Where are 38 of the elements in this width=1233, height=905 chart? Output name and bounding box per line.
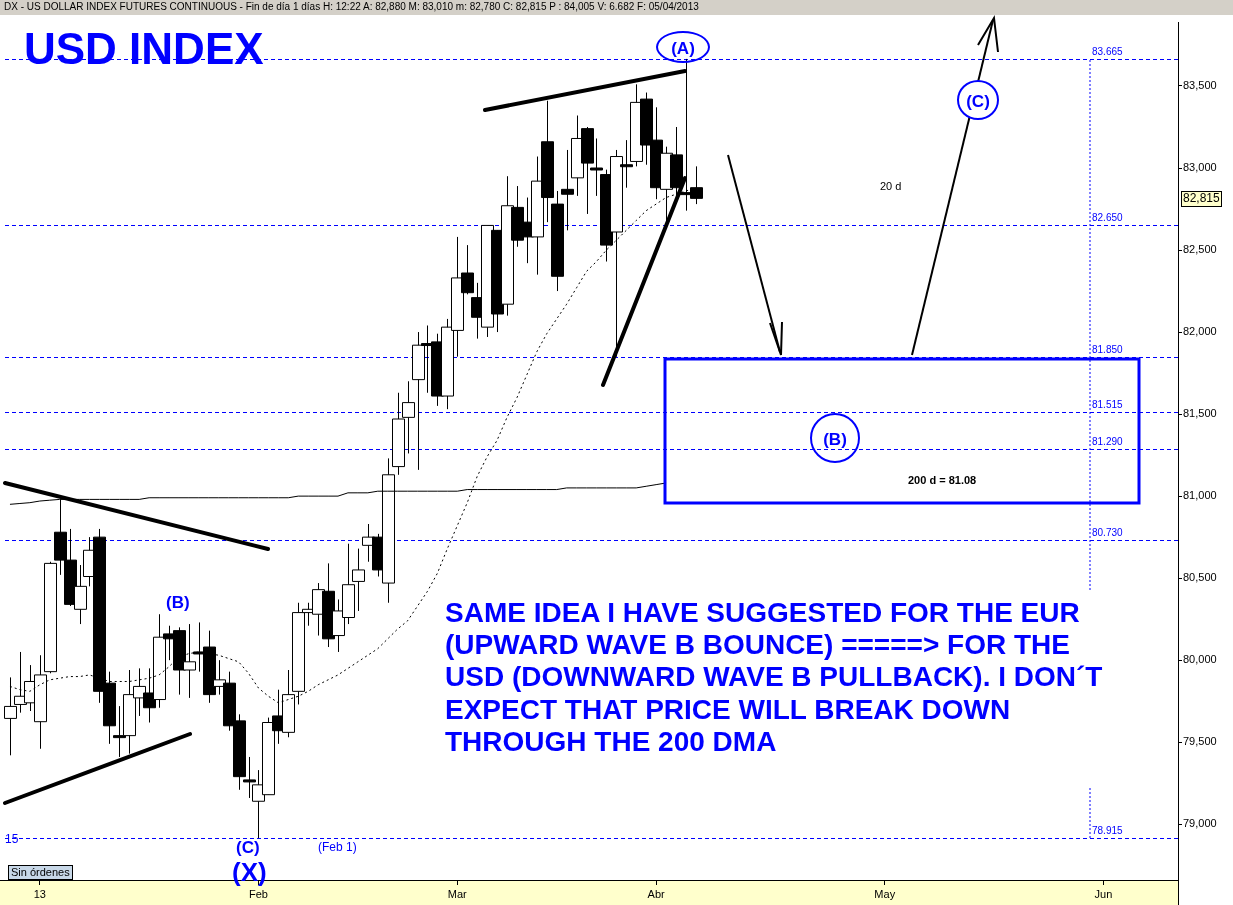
annotation: 81.515 xyxy=(1092,399,1124,411)
annotation: 81.290 xyxy=(1092,436,1124,448)
x-tick-label: Mar xyxy=(447,887,468,900)
y-tick-label: 79,500 xyxy=(1183,735,1217,748)
annotation: 81.850 xyxy=(1092,344,1124,356)
chart-title: USD INDEX xyxy=(24,24,264,75)
annotation: (C) xyxy=(957,80,999,120)
x-tick-label: 13 xyxy=(33,887,46,900)
y-tick-label: 82,500 xyxy=(1183,243,1217,256)
annotation: 200 d = 81.08 xyxy=(908,474,977,487)
annotation: (A) xyxy=(656,31,710,63)
annotation: 20 d xyxy=(880,180,902,193)
y-tick-label: 79,000 xyxy=(1183,817,1217,830)
chart-subtitle: DX - US DOLLAR INDEX FUTURES CONTINUOUS - Fin de día 1 días H: 12:22 A: 82,880 M: 83,010 m: 82,780 C: 82,815 P : 84,005 V: 6.682 F: 05/04/2013 xyxy=(0,0,1233,15)
x-tick-label: May xyxy=(874,887,896,900)
annotation: (X) xyxy=(232,857,267,888)
y-tick-label: 82,000 xyxy=(1183,325,1217,338)
x-tick-label: Abr xyxy=(647,887,666,900)
annotation: 78.915 xyxy=(1092,825,1124,837)
annotation: SAME IDEA I HAVE SUGGESTED FOR THE EUR (UPWARD WAVE B BOUNCE) =====> FOR THE USD (DOWNWARD WAVE B PULLBACK). I DON´T EXPECT THAT PRICE WILL BREAK DOWN THROUGH THE 200 DMA xyxy=(445,597,1103,758)
y-tick-label: 81,500 xyxy=(1183,407,1217,420)
candlestick xyxy=(352,548,365,612)
y-tick-label: 83,500 xyxy=(1183,79,1217,92)
annotation: (B) xyxy=(166,593,190,613)
annotation: 83.665 xyxy=(1092,46,1124,58)
y-tick-label: 80,000 xyxy=(1183,653,1217,666)
text: 82,815 xyxy=(1181,191,1222,207)
y-tick-label: 81,000 xyxy=(1183,489,1217,502)
annotation: (Feb 1) xyxy=(318,840,357,855)
y-tick-label: 80,500 xyxy=(1183,571,1217,584)
annotation: 80.730 xyxy=(1092,527,1124,539)
y-tick-label: 83,000 xyxy=(1183,161,1217,174)
annotation: Sin órdenes xyxy=(8,865,73,880)
x-tick-label: Feb xyxy=(249,887,268,900)
annotation: 82.650 xyxy=(1092,212,1124,224)
annotation: (B) xyxy=(810,413,860,463)
x-tick-label: Jun xyxy=(1094,887,1113,900)
annotation: (C) xyxy=(236,838,260,858)
